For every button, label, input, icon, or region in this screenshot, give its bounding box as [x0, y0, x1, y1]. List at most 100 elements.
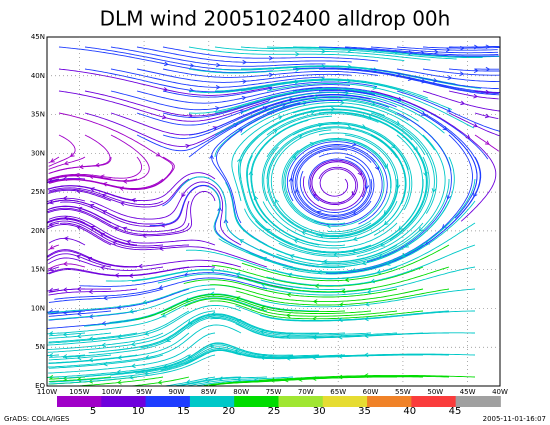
arrowhead [446, 194, 451, 200]
streamline [238, 108, 328, 246]
colorbar-box [322, 396, 368, 407]
arrowhead [164, 61, 169, 67]
streamline [266, 244, 476, 286]
arrowhead [89, 174, 94, 179]
lon-label: 110W [37, 388, 57, 396]
arrowhead [287, 292, 292, 298]
arrowhead [268, 55, 273, 61]
arrowhead [235, 272, 241, 277]
streamline [266, 126, 407, 205]
streamline [48, 187, 164, 206]
streamline [278, 156, 430, 257]
arrowhead [181, 192, 186, 198]
arrowhead [372, 85, 377, 90]
streamline [49, 354, 86, 358]
streamline [292, 152, 375, 219]
streamline [58, 297, 268, 334]
arrowhead [50, 158, 55, 163]
arrowhead [142, 299, 148, 305]
streamline [270, 129, 372, 235]
arrowhead [289, 97, 294, 102]
streamline [110, 344, 320, 376]
streamline [235, 288, 450, 306]
streamline [114, 313, 320, 351]
arrowhead [288, 177, 294, 183]
streamline [48, 237, 86, 246]
streamline [187, 376, 294, 387]
streamline [370, 68, 499, 90]
streamline [47, 191, 216, 237]
arrowhead [364, 316, 369, 322]
streamline [266, 82, 475, 129]
streamline [188, 96, 390, 158]
arrowhead [431, 188, 437, 193]
streamline [318, 111, 428, 241]
streamline [48, 134, 111, 174]
streamline [209, 300, 424, 320]
arrowhead [129, 273, 134, 278]
streamline [207, 376, 423, 387]
arrowhead [129, 309, 134, 314]
streamline [347, 134, 473, 272]
streamline [48, 178, 190, 208]
streamline [59, 222, 268, 268]
streamline [448, 112, 500, 137]
arrowhead [158, 285, 164, 290]
arrowhead [268, 72, 273, 78]
colorbar-box [367, 396, 413, 407]
streamline [298, 178, 476, 273]
streamline [283, 138, 392, 224]
colorbar-label: 35 [358, 406, 371, 417]
streamline [239, 136, 372, 253]
streamline [260, 288, 476, 308]
streamline [48, 215, 216, 246]
streamline [165, 315, 372, 343]
streamline [396, 68, 500, 83]
arrowhead [144, 331, 150, 336]
streamline [299, 158, 368, 213]
streamline [422, 90, 500, 112]
arrowhead [260, 306, 266, 311]
streamline [47, 199, 164, 225]
streamline [180, 176, 346, 268]
streamline [165, 376, 216, 387]
streamline [49, 156, 112, 174]
arrowhead [364, 373, 369, 378]
streamline [216, 100, 343, 224]
streamline [344, 90, 478, 219]
arrowhead [340, 100, 345, 105]
arrowhead [333, 252, 338, 258]
arrowhead [346, 78, 351, 84]
streamline [259, 353, 476, 359]
lon-label: 90W [169, 388, 185, 396]
streamline [326, 156, 482, 274]
arrowhead [319, 233, 324, 238]
streamline [262, 156, 406, 243]
arrowhead [122, 226, 128, 232]
arrowhead [215, 85, 220, 90]
streamline [214, 88, 425, 114]
streamline [48, 332, 216, 374]
arrowhead [485, 44, 490, 50]
streamline [209, 284, 424, 303]
streamline [356, 112, 435, 258]
streamline [188, 87, 401, 114]
streamline [290, 144, 376, 221]
arrowhead [286, 313, 291, 318]
arrowhead [421, 78, 426, 84]
streamline [292, 123, 411, 236]
streamline [319, 68, 500, 96]
arrowhead [294, 189, 300, 194]
lat-label: 30N [31, 149, 45, 157]
streamline [276, 179, 450, 266]
lon-label: 95W [136, 388, 152, 396]
streamline [47, 310, 216, 353]
streamline [77, 376, 164, 387]
streamline [240, 46, 457, 60]
lon-label: 100W [102, 388, 122, 396]
arrowhead [391, 143, 396, 149]
streamline [48, 288, 112, 293]
arrowhead [473, 123, 478, 128]
arrowhead [158, 379, 163, 385]
arrowhead [242, 79, 247, 84]
